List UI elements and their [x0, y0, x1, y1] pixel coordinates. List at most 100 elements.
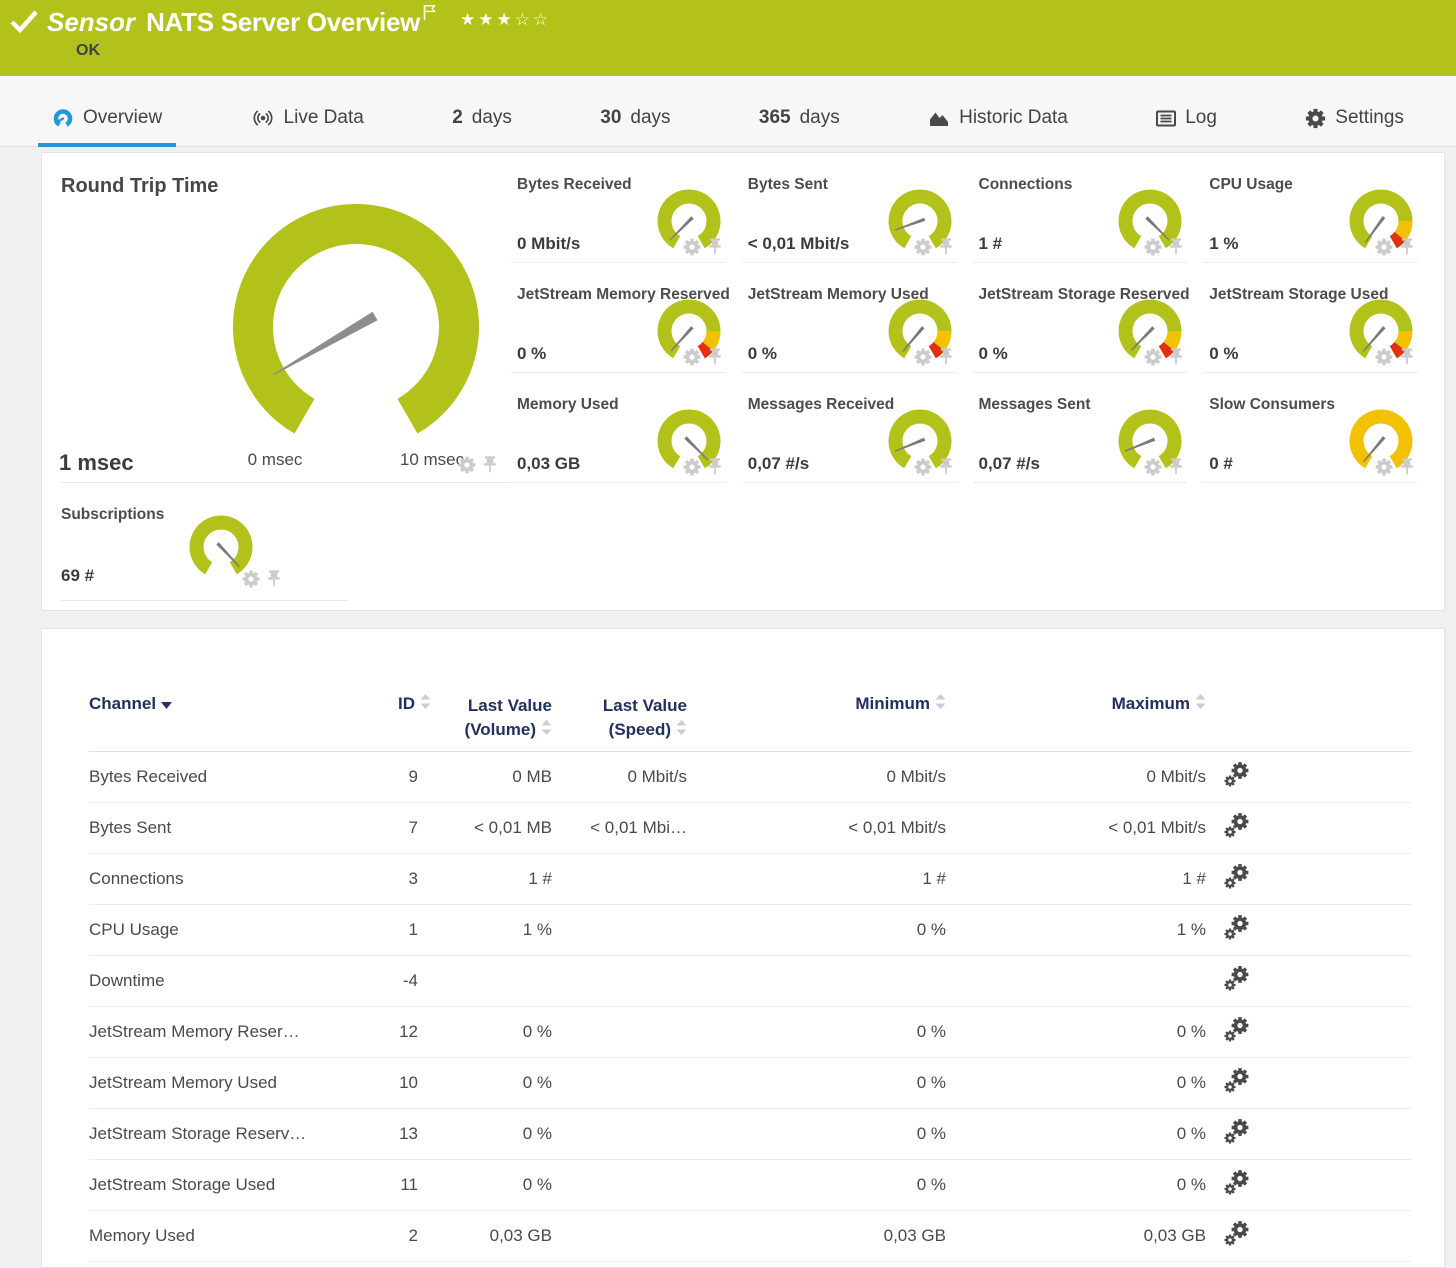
channel-name[interactable]: Connections: [89, 853, 379, 905]
settings-gear-icon[interactable]: [1306, 108, 1326, 128]
channel-settings-icon[interactable]: [1223, 1118, 1250, 1145]
gear-icon[interactable]: [683, 348, 701, 366]
pin-icon[interactable]: [1170, 348, 1183, 365]
pin-icon[interactable]: [1401, 238, 1413, 255]
pin-icon[interactable]: [939, 238, 952, 255]
pin-icon[interactable]: [268, 570, 280, 587]
tab-live-data[interactable]: Live Data: [237, 107, 378, 147]
gear-icon[interactable]: [458, 456, 476, 474]
channel-settings-icon[interactable]: [1223, 1169, 1250, 1196]
gear-icon[interactable]: [1231, 761, 1249, 779]
column-header-last-value-speed[interactable]: Last Value (Speed): [552, 688, 687, 752]
pin-icon[interactable]: [1401, 458, 1413, 475]
tab-2-days[interactable]: 2 days: [438, 107, 526, 147]
gear-icon[interactable]: [1231, 1169, 1249, 1187]
gear-icon[interactable]: [1375, 238, 1393, 256]
sort-icon[interactable]: [420, 694, 431, 709]
gear-icon[interactable]: [1231, 965, 1249, 983]
channel-name[interactable]: CPU Usage: [89, 904, 379, 956]
gear-icon[interactable]: [1224, 927, 1236, 940]
gear-icon[interactable]: [1144, 458, 1162, 476]
channel-settings-button[interactable]: [1206, 751, 1411, 803]
gear-icon[interactable]: [1224, 1233, 1236, 1246]
channel-settings-button[interactable]: [1206, 853, 1411, 905]
column-header-minimum[interactable]: Minimum: [687, 688, 946, 752]
pin-icon[interactable]: [708, 348, 721, 365]
gear-icon[interactable]: [1224, 876, 1236, 889]
pin-icon[interactable]: [1170, 238, 1183, 255]
gear-icon[interactable]: [1224, 1029, 1236, 1042]
sort-icon[interactable]: [541, 719, 552, 735]
gear-icon[interactable]: [1231, 1016, 1249, 1034]
channel-name[interactable]: JetStream Memory Used: [89, 1057, 379, 1109]
pin-icon[interactable]: [708, 238, 721, 255]
channel-name[interactable]: JetStream Memory Reser…: [89, 1006, 379, 1058]
channel-settings-icon[interactable]: [1223, 1016, 1250, 1043]
channel-settings-icon[interactable]: [1223, 1067, 1250, 1094]
channel-name[interactable]: Bytes Sent: [89, 802, 379, 854]
tab-overview[interactable]: Overview: [38, 107, 177, 147]
gear-icon[interactable]: [1231, 1118, 1249, 1136]
gear-icon[interactable]: [242, 570, 260, 588]
gear-icon[interactable]: [1231, 914, 1249, 932]
channel-settings-button[interactable]: [1206, 1057, 1411, 1109]
tab-30-days[interactable]: 30 days: [586, 107, 684, 147]
gear-icon[interactable]: [1231, 863, 1249, 881]
channel-settings-icon[interactable]: [1223, 914, 1250, 941]
channel-settings-icon[interactable]: [1223, 1220, 1250, 1247]
channel-name[interactable]: Downtime: [89, 955, 379, 1007]
channel-settings-button[interactable]: [1206, 802, 1411, 854]
tab-historic-data[interactable]: Historic Data: [914, 107, 1082, 147]
gear-icon[interactable]: [1375, 458, 1393, 476]
channel-name[interactable]: Bytes Received: [89, 751, 379, 803]
sort-icon[interactable]: [1195, 694, 1206, 709]
pin-icon[interactable]: [939, 458, 952, 475]
gear-icon[interactable]: [683, 238, 701, 256]
channel-settings-button[interactable]: [1206, 1210, 1411, 1262]
sort-caret-icon[interactable]: [161, 702, 173, 709]
gear-icon[interactable]: [1224, 774, 1236, 787]
column-header-last-value-volume[interactable]: Last Value (Volume): [431, 688, 552, 752]
column-header-maximum[interactable]: Maximum: [946, 688, 1206, 752]
gear-icon[interactable]: [1231, 1067, 1249, 1085]
pin-icon[interactable]: [1401, 348, 1413, 365]
channel-settings-button[interactable]: [1206, 904, 1411, 956]
gear-icon[interactable]: [1144, 348, 1162, 366]
gear-icon[interactable]: [1224, 1131, 1236, 1144]
gear-icon[interactable]: [1231, 1220, 1249, 1238]
gear-icon[interactable]: [1375, 348, 1393, 366]
pin-icon[interactable]: [484, 456, 496, 473]
sort-icon[interactable]: [676, 719, 687, 735]
gear-icon[interactable]: [914, 348, 931, 366]
tab-settings[interactable]: Settings: [1291, 107, 1418, 147]
pin-icon[interactable]: [939, 348, 952, 365]
tab-365-days[interactable]: 365 days: [745, 107, 854, 147]
channel-name[interactable]: JetStream Storage Reserv…: [89, 1108, 379, 1160]
gear-icon[interactable]: [1224, 1182, 1236, 1195]
tab-log[interactable]: Log: [1142, 107, 1231, 147]
channel-settings-icon[interactable]: [1223, 965, 1250, 992]
priority-stars[interactable]: ★★★☆☆: [460, 9, 552, 29]
gear-icon[interactable]: [683, 458, 701, 476]
channel-settings-icon[interactable]: [1223, 812, 1250, 839]
channel-name[interactable]: JetStream Storage Used: [89, 1159, 379, 1211]
gear-icon[interactable]: [1224, 1080, 1236, 1093]
flag-icon[interactable]: [423, 4, 437, 26]
channel-settings-icon[interactable]: [1223, 863, 1250, 890]
channel-settings-button[interactable]: [1206, 955, 1411, 1007]
gear-icon[interactable]: [1224, 978, 1236, 991]
column-header-channel[interactable]: Channel: [89, 688, 379, 752]
column-header-id[interactable]: ID: [379, 688, 431, 752]
gear-icon[interactable]: [914, 458, 931, 476]
pin-icon[interactable]: [1170, 458, 1183, 475]
gear-icon[interactable]: [1224, 825, 1236, 838]
channel-settings-button[interactable]: [1206, 1159, 1411, 1211]
gear-icon[interactable]: [1231, 812, 1249, 830]
pin-icon[interactable]: [708, 458, 721, 475]
sort-icon[interactable]: [935, 694, 946, 709]
gear-icon[interactable]: [914, 238, 931, 256]
channel-name[interactable]: Memory Used: [89, 1210, 379, 1262]
channel-settings-button[interactable]: [1206, 1108, 1411, 1160]
channel-settings-icon[interactable]: [1223, 761, 1250, 788]
channel-settings-button[interactable]: [1206, 1006, 1411, 1058]
